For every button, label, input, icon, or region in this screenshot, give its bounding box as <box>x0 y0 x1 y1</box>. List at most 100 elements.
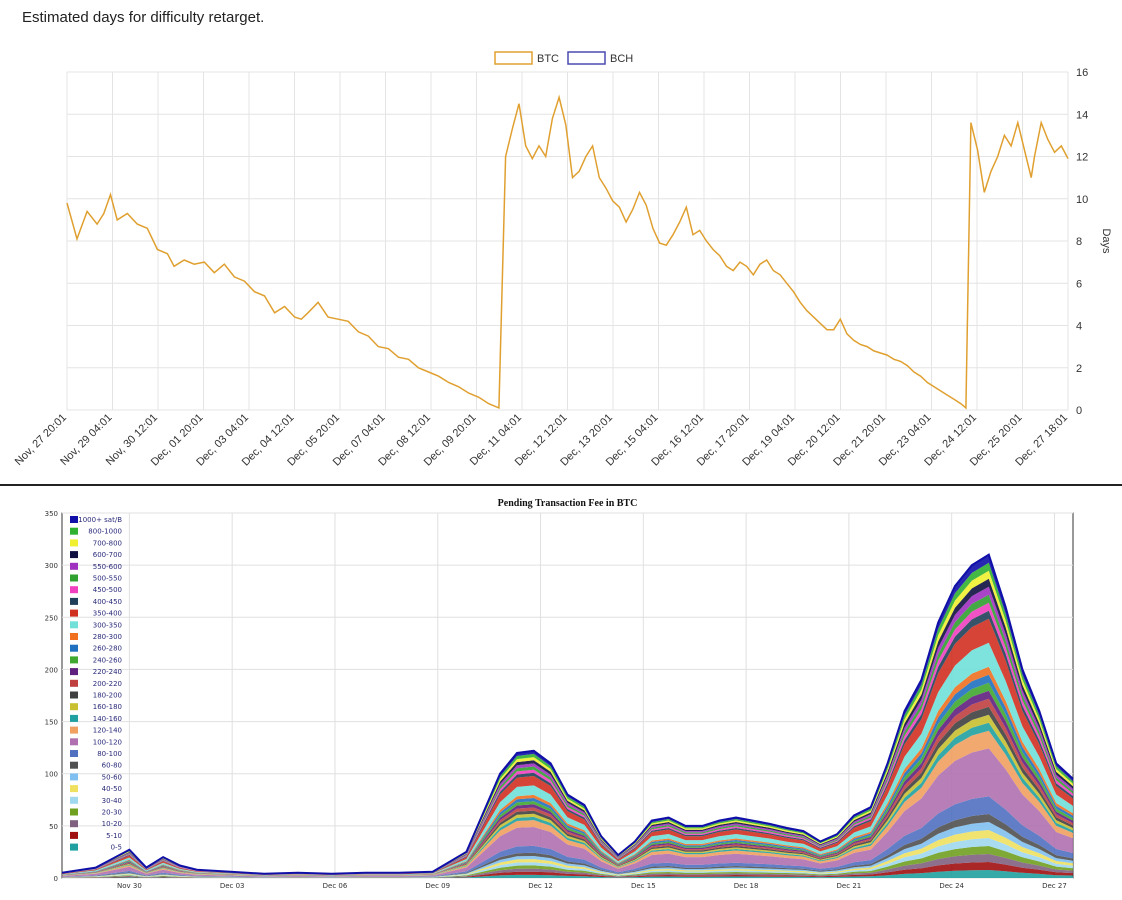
legend-swatch <box>70 597 78 605</box>
legend-label: 350-400 <box>93 610 122 618</box>
y-tick-label: 250 <box>45 614 58 622</box>
legend-label: 100-120 <box>93 738 122 746</box>
legend-label: 60-80 <box>102 762 122 770</box>
x-tick-label: Dec 09 <box>425 882 450 890</box>
fee-layer-5-10 <box>62 862 1073 878</box>
y-tick-label: 350 <box>45 510 58 518</box>
page-heading: Estimated days for difficulty retarget. <box>22 9 265 26</box>
legend-label: 240-260 <box>93 656 122 664</box>
legend-label: 500-550 <box>93 575 122 583</box>
x-tick-label: Dec 21 <box>837 882 862 890</box>
fee-layer-40-50 <box>62 830 1073 878</box>
fee-layer-30-40 <box>62 838 1073 878</box>
legend-label: 600-700 <box>93 551 122 559</box>
fee-layer-300-350 <box>62 642 1073 876</box>
y-tick-label: 50 <box>49 823 58 831</box>
fee-layer-50-60 <box>62 822 1073 878</box>
legend-label: 200-220 <box>93 680 122 688</box>
legend-swatch <box>70 726 78 734</box>
fee-layer-100-120 <box>62 748 1073 877</box>
legend-label: 450-500 <box>93 586 122 594</box>
x-tick-label: Dec 03 <box>220 882 245 890</box>
legend-label: 5-10 <box>106 832 122 840</box>
legend-swatch <box>70 574 78 582</box>
x-tick-label: Dec 18 <box>734 882 759 890</box>
legend-swatch <box>70 796 78 804</box>
legend-swatch <box>70 586 78 594</box>
legend-swatch <box>70 843 78 851</box>
legend-label: 50-60 <box>102 773 122 781</box>
legend-swatch <box>70 703 78 711</box>
legend-swatch <box>70 539 78 547</box>
legend-swatch <box>70 656 78 664</box>
legend-swatch-btc <box>494 51 533 65</box>
y-tick-label: 12 <box>1076 152 1088 164</box>
legend-swatch <box>70 808 78 816</box>
x-tick-label: Dec 12 <box>528 882 553 890</box>
legend-swatch <box>70 621 78 629</box>
legend-swatch <box>70 761 78 769</box>
legend-swatch <box>70 750 78 757</box>
legend-label: 280-300 <box>93 633 122 641</box>
fee-layer-350-400 <box>62 618 1073 875</box>
btc-series-line <box>66 94 1069 410</box>
legend-swatch <box>70 551 78 559</box>
legend-label: 80-100 <box>97 750 122 758</box>
legend-label: 0-5 <box>111 844 122 852</box>
y-tick-label: 10 <box>1076 194 1088 206</box>
legend-label: 700-800 <box>93 539 122 547</box>
legend-swatch <box>70 609 78 617</box>
legend-label: 1000+ sat/B <box>78 516 122 524</box>
legend-label: 800-1000 <box>88 528 122 536</box>
legend-swatch <box>70 691 78 699</box>
y-tick-label: 300 <box>45 562 58 570</box>
y-tick-label: 8 <box>1076 236 1082 248</box>
x-tick-label: Dec 24 <box>939 882 964 890</box>
y-axis-label: Days <box>1100 228 1112 254</box>
legend-label: 260-280 <box>93 645 122 653</box>
fee-layer-60-80 <box>62 814 1073 878</box>
legend-swatch <box>70 633 78 640</box>
y-tick-label: 200 <box>45 666 58 674</box>
legend-label: 140-160 <box>93 715 122 723</box>
fee-layer-10-20 <box>62 854 1073 878</box>
legend-swatch <box>70 820 78 828</box>
chart-title: Pending Transaction Fee in BTC <box>498 498 638 509</box>
y-tick-label: 0 <box>54 875 58 883</box>
legend-swatch <box>70 668 78 676</box>
legend-swatch-bch <box>567 51 606 65</box>
legend-swatch <box>70 679 78 687</box>
legend-label-bch: BCH <box>610 53 633 65</box>
section-divider <box>0 484 1122 486</box>
legend-label: 160-180 <box>93 703 122 711</box>
x-tick-label: Nov 30 <box>117 882 142 890</box>
legend-label: 40-50 <box>102 785 122 793</box>
legend-swatch <box>70 714 78 722</box>
legend-swatch <box>70 773 78 781</box>
y-tick-label: 100 <box>45 771 58 779</box>
y-tick-label: 0 <box>1076 405 1082 417</box>
legend-swatch <box>70 516 78 523</box>
legend-swatch <box>70 644 78 652</box>
legend-label: 180-200 <box>93 692 122 700</box>
legend-label: 400-450 <box>93 598 122 606</box>
legend-swatch <box>70 562 78 570</box>
x-tick-label: Dec 27 <box>1042 882 1067 890</box>
y-tick-label: 14 <box>1076 109 1088 121</box>
total-outline <box>61 553 1074 875</box>
legend-label: 220-240 <box>93 668 122 676</box>
legend-swatch <box>70 527 78 535</box>
y-tick-label: 150 <box>45 719 58 727</box>
legend-label: 550-600 <box>93 563 122 571</box>
legend-label: 20-30 <box>102 809 122 817</box>
legend-label-btc: BTC <box>537 53 559 65</box>
legend-swatch <box>70 785 78 793</box>
y-tick-label: 2 <box>1076 363 1082 375</box>
legend-label: 120-140 <box>93 727 122 735</box>
fee-layer-80-100 <box>62 796 1073 878</box>
y-tick-label: 16 <box>1076 67 1088 79</box>
x-tick-label: Dec 06 <box>323 882 348 890</box>
fee-layer-0-5 <box>62 870 1073 878</box>
pending-fee-chart: Pending Transaction Fee in BTC 0 50 100 150 2… <box>45 498 1074 890</box>
